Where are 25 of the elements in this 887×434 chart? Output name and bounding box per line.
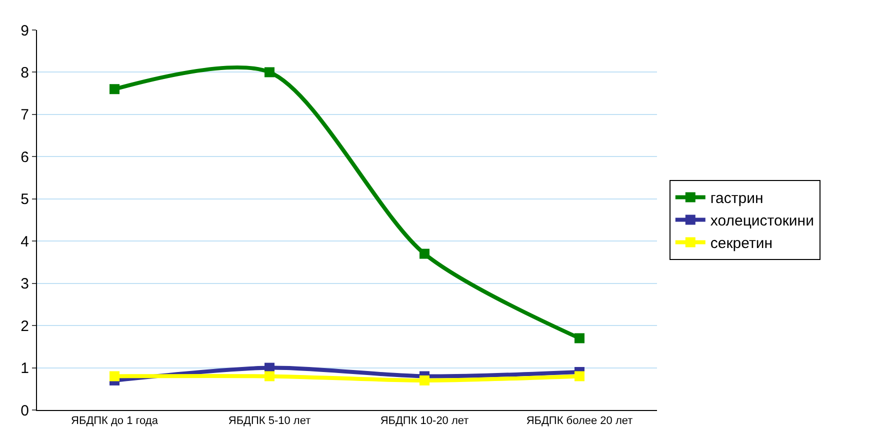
legend-label: секретин — [710, 235, 773, 252]
point — [110, 371, 120, 382]
point — [574, 333, 584, 344]
legend-label: холецистокини — [710, 212, 814, 230]
x-tick-label: ЯБДПК до 1 года — [71, 415, 159, 428]
point — [574, 371, 584, 382]
y-tick-label: 8 — [20, 64, 29, 82]
x-tick-label: ЯБДПК 5-10 лет — [228, 415, 311, 428]
y-tick-label: 9 — [20, 22, 29, 40]
point — [264, 371, 274, 382]
point — [110, 84, 120, 94]
y-tick-label: 1 — [20, 360, 29, 378]
point — [264, 67, 274, 78]
y-tick-label: 4 — [20, 233, 29, 250]
y-tick-label: 2 — [20, 318, 29, 335]
point — [420, 248, 430, 259]
y-tick-label: 0 — [20, 402, 29, 420]
y-tick-label: 5 — [20, 191, 29, 208]
y-tick-label: 7 — [20, 106, 29, 124]
x-tick-label: ЯБДПК более 20 лет — [526, 415, 633, 428]
y-tick-label: 6 — [20, 148, 29, 166]
y-tick-label: 3 — [20, 276, 29, 293]
legend-label: гастрин — [710, 190, 764, 208]
point — [420, 375, 430, 386]
x-tick-label: ЯБДПК 10-20 лет — [380, 415, 469, 428]
